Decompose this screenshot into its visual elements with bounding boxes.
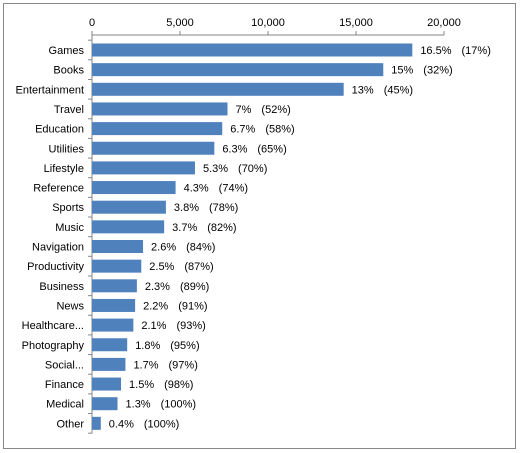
bar — [92, 338, 128, 352]
cumulative-label: (95%) — [170, 340, 199, 352]
bar — [92, 141, 215, 155]
category-label: Medical — [46, 399, 84, 411]
cumulative-label: (91%) — [178, 300, 207, 312]
category-label: Education — [35, 124, 84, 136]
category-label: Reference — [33, 183, 84, 195]
cumulative-label: (58%) — [265, 124, 294, 136]
category-label: Healthcare... — [22, 320, 84, 332]
x-tick-label: 20,000 — [427, 17, 461, 29]
data-label: 1.8% — [135, 340, 160, 352]
cumulative-label: (98%) — [164, 379, 193, 391]
data-label: 2.6% — [151, 242, 176, 254]
data-label: 15% — [391, 65, 413, 77]
category-label: Travel — [54, 104, 84, 116]
cumulative-label: (87%) — [184, 261, 213, 273]
category-label: Navigation — [32, 242, 84, 254]
category-label: Business — [39, 281, 84, 293]
data-label: 2.1% — [141, 320, 166, 332]
bar — [92, 357, 126, 371]
data-label: 2.2% — [143, 300, 168, 312]
cumulative-label: (89%) — [180, 281, 209, 293]
bar — [92, 102, 228, 116]
cumulative-label: (45%) — [384, 84, 413, 96]
cumulative-label: (82%) — [207, 222, 236, 234]
data-label: 2.3% — [145, 281, 170, 293]
category-label: Finance — [45, 379, 84, 391]
bar — [92, 318, 134, 332]
x-tick-label: 15,000 — [339, 17, 373, 29]
data-label: 1.3% — [126, 399, 151, 411]
x-tick-label: 5,000 — [166, 17, 194, 29]
bar — [92, 82, 344, 96]
cumulative-label: (32%) — [423, 65, 452, 77]
data-label: 7% — [236, 104, 252, 116]
data-label: 5.3% — [203, 163, 228, 175]
data-label: 6.3% — [222, 143, 247, 155]
category-label: Productivity — [27, 261, 84, 273]
x-tick-label: 0 — [89, 17, 95, 29]
bar — [92, 416, 101, 430]
cumulative-label: (65%) — [257, 143, 286, 155]
bar — [92, 200, 166, 214]
bar — [92, 63, 384, 77]
cumulative-label: (17%) — [462, 45, 491, 57]
category-label: News — [56, 300, 84, 312]
bar — [92, 279, 137, 293]
category-label: Other — [56, 418, 84, 430]
cumulative-label: (100%) — [144, 418, 179, 430]
data-label: 4.3% — [184, 183, 209, 195]
data-label: 3.8% — [174, 202, 199, 214]
x-tick-label: 10,000 — [251, 17, 285, 29]
cumulative-label: (74%) — [219, 183, 248, 195]
data-label: 6.7% — [230, 124, 255, 136]
bar — [92, 298, 136, 312]
bar — [92, 43, 413, 57]
category-label: Lifestyle — [44, 163, 84, 175]
cumulative-label: (78%) — [209, 202, 238, 214]
cumulative-label: (52%) — [261, 104, 290, 116]
category-label: Entertainment — [16, 84, 84, 96]
category-label: Photography — [22, 340, 85, 352]
category-label: Books — [53, 65, 84, 77]
category-label: Utilities — [49, 143, 85, 155]
data-label: 0.4% — [109, 418, 134, 430]
cumulative-label: (84%) — [186, 242, 215, 254]
bar — [92, 397, 118, 411]
bar — [92, 377, 122, 391]
data-label: 1.7% — [133, 359, 158, 371]
bar — [92, 259, 142, 273]
cumulative-label: (70%) — [238, 163, 267, 175]
category-label: Social... — [45, 359, 84, 371]
data-label: 16.5% — [420, 45, 451, 57]
bar — [92, 240, 144, 253]
category-label: Games — [49, 45, 85, 57]
data-label: 13% — [352, 84, 374, 96]
bar — [92, 161, 195, 175]
data-label: 3.7% — [172, 222, 197, 234]
category-label: Music — [55, 222, 84, 234]
category-label: Sports — [52, 202, 84, 214]
bar — [92, 220, 165, 234]
cumulative-label: (97%) — [169, 359, 198, 371]
cumulative-label: (100%) — [161, 399, 196, 411]
data-label: 1.5% — [129, 379, 154, 391]
data-label: 2.5% — [149, 261, 174, 273]
bar — [92, 181, 176, 195]
cumulative-label: (93%) — [176, 320, 205, 332]
bar — [92, 122, 223, 136]
